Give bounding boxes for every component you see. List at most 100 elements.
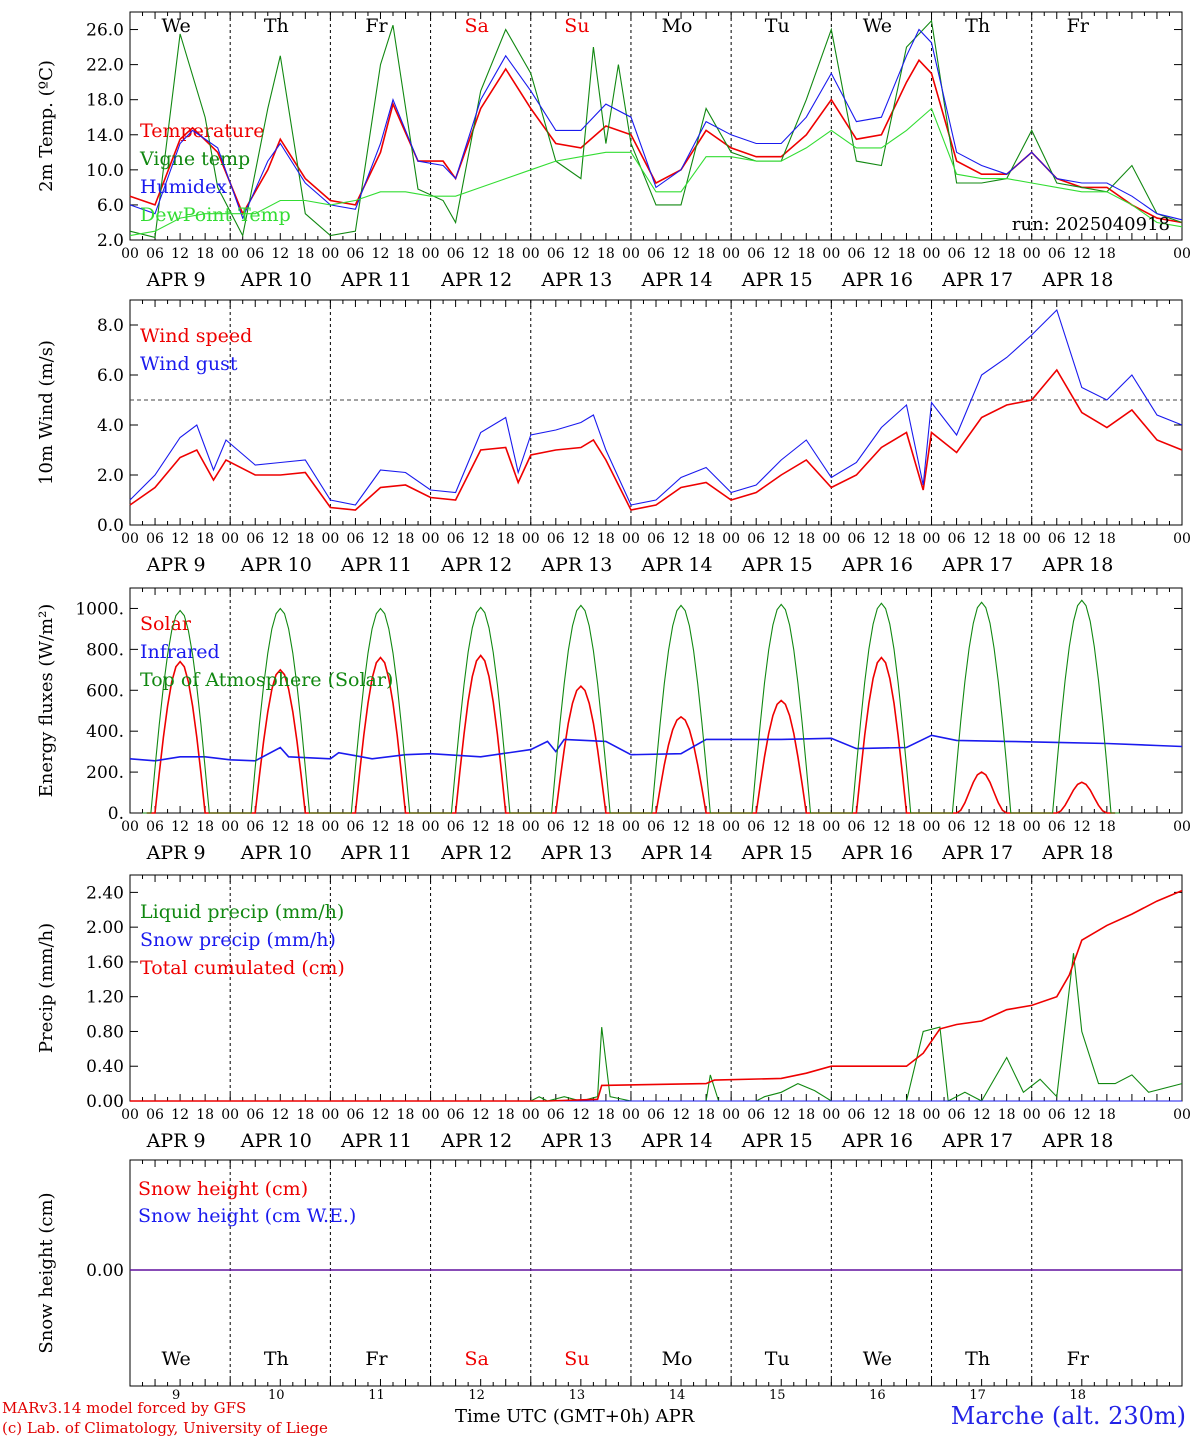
hour-label: 06 [847, 246, 865, 262]
hour-label: 06 [347, 246, 365, 262]
date-label: APR 13 [540, 554, 612, 576]
hour-label: 12 [572, 1107, 590, 1123]
y-tick-label: 18.0 [86, 91, 124, 111]
date-label: APR 11 [340, 554, 412, 576]
date-label: APR 18 [1041, 1130, 1113, 1152]
hour-label: 00 [923, 1107, 941, 1123]
hour-label: 18 [1098, 531, 1116, 547]
hour-label: 00 [321, 819, 339, 835]
hour-label: 00 [121, 819, 139, 835]
date-label: APR 11 [340, 269, 412, 291]
date-label: APR 17 [941, 842, 1013, 864]
date-label: APR 14 [641, 842, 713, 864]
date-label: APR 13 [540, 842, 612, 864]
hour-label: 12 [772, 1107, 790, 1123]
hour-label: 00 [923, 246, 941, 262]
hour-label: 18 [497, 1107, 515, 1123]
hour-label: 00 [622, 1107, 640, 1123]
y-tick-label: 8.0 [97, 316, 124, 336]
hour-label: 18 [196, 1107, 214, 1123]
hour-label: 12 [171, 531, 189, 547]
hour-label: 12 [372, 819, 390, 835]
y-tick-label: 800. [86, 640, 124, 660]
weekday-label: We [863, 1348, 892, 1370]
run-annotation: run: 2025040918 [1012, 214, 1170, 235]
hour-label: 18 [497, 246, 515, 262]
hour-label: 00 [1023, 1107, 1041, 1123]
hour-label: 00 [822, 246, 840, 262]
legend-entry: DewPoint Temp [140, 204, 291, 226]
hour-label: 06 [747, 246, 765, 262]
hour-label: 06 [1048, 819, 1066, 835]
date-label: APR 10 [240, 842, 312, 864]
hour-label: 00 [1023, 531, 1041, 547]
hour-label: 18 [397, 819, 415, 835]
hour-label: 06 [1048, 246, 1066, 262]
hour-label: 12 [873, 531, 891, 547]
hour-label: 00 [1023, 246, 1041, 262]
hour-label: 12 [472, 246, 490, 262]
hour-label: 06 [246, 819, 264, 835]
y-tick-label: 14.0 [86, 126, 124, 146]
date-label: APR 15 [741, 842, 813, 864]
y-tick-label: 2.0 [97, 231, 124, 251]
weekday-label: Th [965, 15, 990, 37]
legend-entry: Temperature [140, 120, 264, 142]
hour-label: 06 [647, 819, 665, 835]
series-line [129, 107, 1183, 237]
weekday-label: Tu [765, 1348, 790, 1370]
hour-label: 06 [1048, 531, 1066, 547]
hour-label: 12 [271, 1107, 289, 1123]
weekday-label: Fr [365, 1348, 388, 1370]
hour-label: 18 [597, 819, 615, 835]
hour-label: 18 [998, 531, 1016, 547]
y-tick-label: 1.20 [86, 988, 124, 1008]
hour-label: 12 [672, 246, 690, 262]
date-label: APR 14 [641, 269, 713, 291]
hour-label: 06 [146, 246, 164, 262]
hour-label: 06 [847, 819, 865, 835]
hour-label: 06 [447, 819, 465, 835]
hour-label: 18 [497, 531, 515, 547]
hour-label: 12 [973, 531, 991, 547]
hour-label: 18 [196, 819, 214, 835]
day-number-label: 18 [1070, 1388, 1087, 1403]
hour-label: 18 [597, 246, 615, 262]
weekday-label: Su [564, 15, 589, 37]
day-number-label: 10 [268, 1388, 285, 1403]
date-label: APR 18 [1041, 554, 1113, 576]
legend-entry: Vigne temp [139, 148, 250, 170]
hour-label: 12 [171, 246, 189, 262]
hour-label: 18 [397, 1107, 415, 1123]
hour-label: 06 [447, 1107, 465, 1123]
legend-entry: Humidex [140, 176, 227, 198]
date-label: APR 9 [146, 842, 206, 864]
date-label: APR 15 [741, 269, 813, 291]
hour-label: 00 [422, 1107, 440, 1123]
y-tick-label: 0.80 [86, 1022, 124, 1042]
series-line [129, 28, 1183, 221]
hour-label: 18 [296, 819, 314, 835]
y-axis-label: Energy fluxes (W/m²) [36, 604, 57, 798]
hour-label: 12 [472, 1107, 490, 1123]
y-tick-label: 0.40 [86, 1057, 124, 1077]
date-label: APR 15 [741, 1130, 813, 1152]
hour-label: 12 [873, 1107, 891, 1123]
hour-label: 18 [296, 246, 314, 262]
weekday-label: Sa [464, 15, 488, 37]
hour-label: 18 [998, 819, 1016, 835]
hour-label: 06 [347, 1107, 365, 1123]
hour-label: 00 [522, 531, 540, 547]
date-label: APR 13 [540, 1130, 612, 1152]
hour-label: 12 [873, 246, 891, 262]
y-tick-label: 600. [86, 681, 124, 701]
y-tick-label: 2.0 [97, 466, 124, 486]
hour-label: 12 [171, 819, 189, 835]
date-label: APR 17 [941, 554, 1013, 576]
hour-label: 18 [597, 531, 615, 547]
y-axis-label: Precip (mm/h) [36, 923, 57, 1053]
hour-label: 12 [472, 531, 490, 547]
date-label: APR 16 [841, 1130, 913, 1152]
hour-label: 12 [271, 531, 289, 547]
date-label: APR 12 [440, 269, 512, 291]
